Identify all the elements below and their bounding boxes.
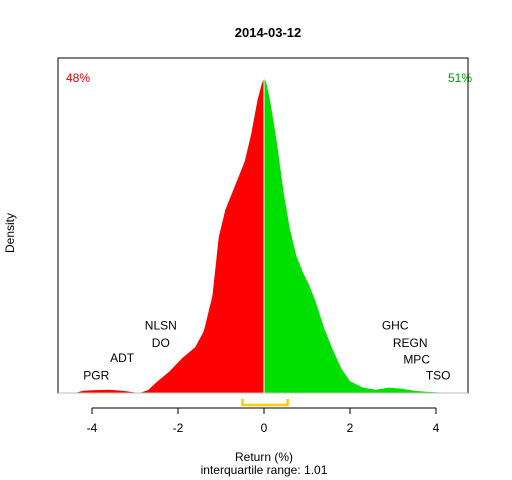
x-tick-label: 2 bbox=[347, 421, 354, 435]
x-tick-label: -2 bbox=[173, 421, 184, 435]
stock-label: GHC bbox=[382, 318, 409, 332]
stock-label: MPC bbox=[403, 352, 430, 366]
pct-negative-label: 48% bbox=[66, 71, 90, 85]
stock-label: TSO bbox=[426, 369, 451, 383]
pct-positive-label: 51% bbox=[448, 71, 472, 85]
stock-label: NLSN bbox=[145, 318, 177, 332]
iqr-bracket bbox=[241, 399, 289, 407]
x-tick-label: 0 bbox=[261, 421, 268, 435]
chart-title: 2014-03-12 bbox=[235, 25, 302, 40]
stock-label: ADT bbox=[110, 351, 135, 365]
stock-label: DO bbox=[152, 336, 170, 350]
x-tick-label: 4 bbox=[433, 421, 440, 435]
stock-label: PGR bbox=[83, 369, 109, 383]
y-axis-label: Density bbox=[3, 213, 17, 253]
stock-label: REGN bbox=[393, 336, 428, 350]
x-axis-label: Return (%) bbox=[235, 450, 293, 464]
x-axis: -4 -2 0 2 4 bbox=[87, 408, 440, 435]
negative-density-area bbox=[74, 78, 264, 393]
positive-density-area bbox=[264, 78, 454, 393]
iqr-subtitle: interquartile range: 1.01 bbox=[201, 463, 328, 477]
x-tick-label: -4 bbox=[87, 421, 98, 435]
